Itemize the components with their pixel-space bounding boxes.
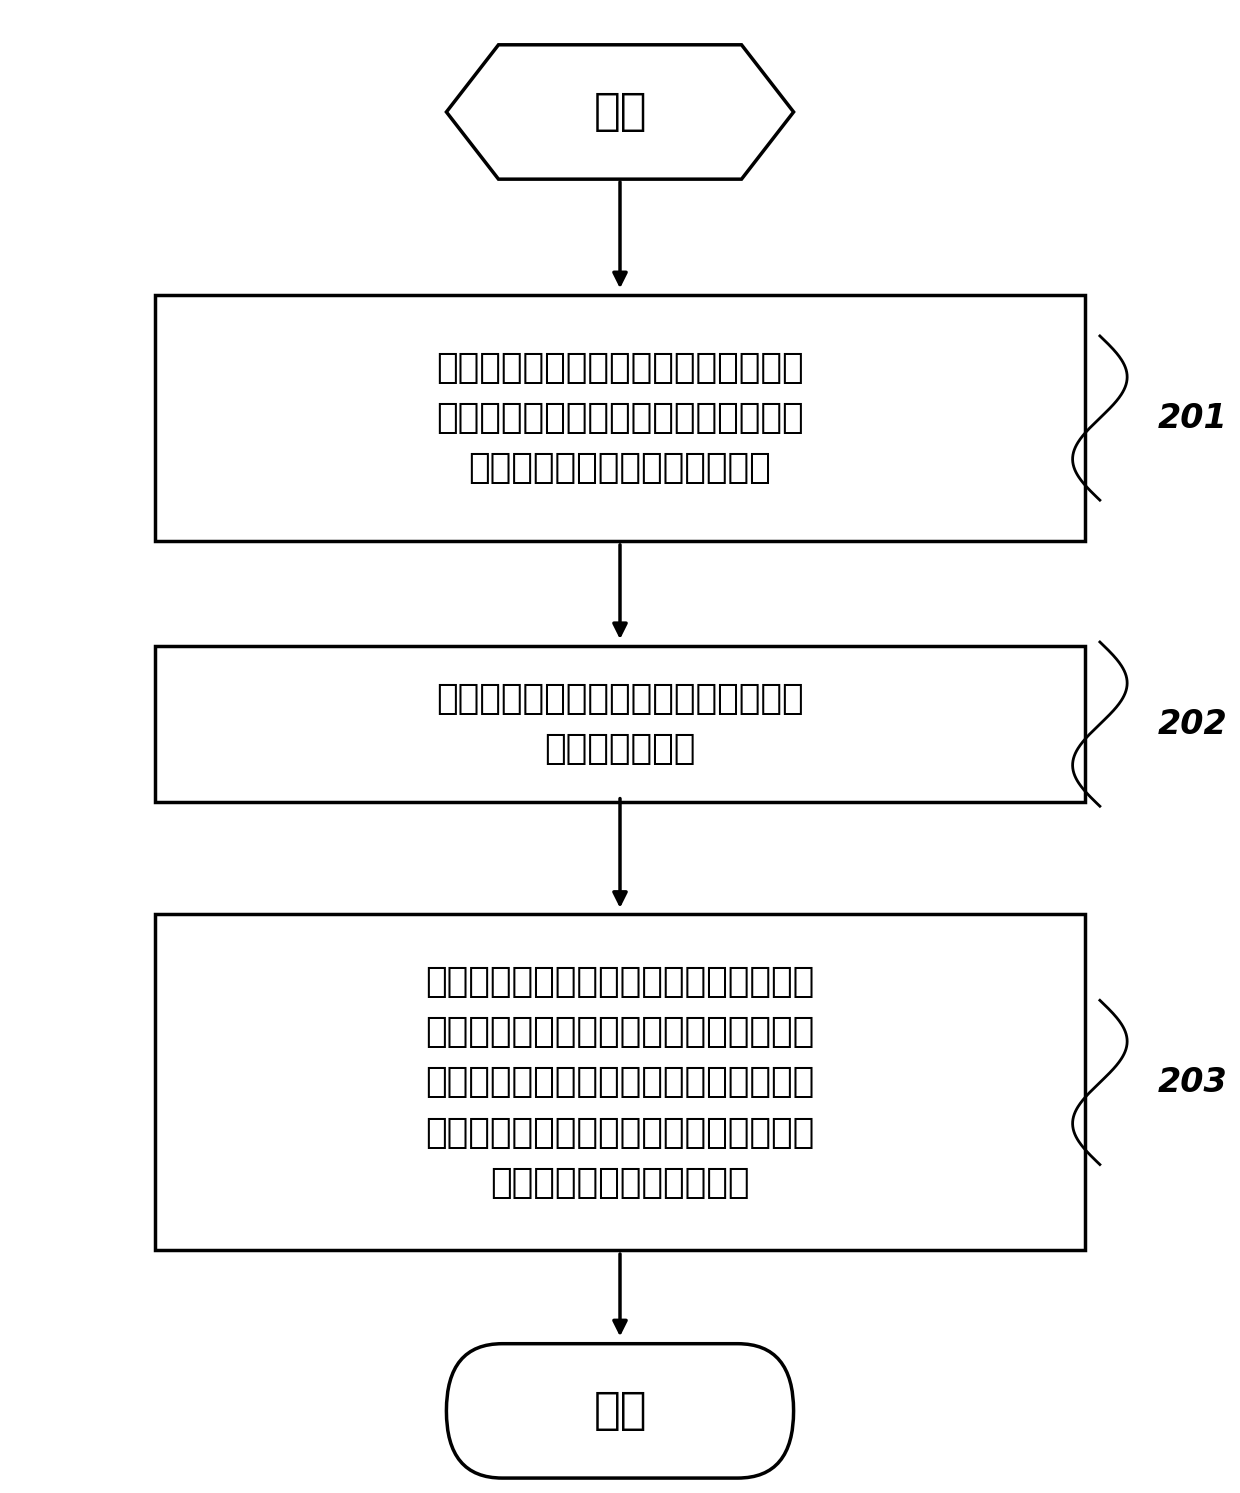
FancyBboxPatch shape — [446, 1344, 794, 1478]
Text: 201: 201 — [1158, 402, 1228, 434]
Text: 202: 202 — [1158, 708, 1228, 741]
Bar — [155, 914, 1085, 1250]
Text: 根据所述多个声音数字信号的信号峰值，
调整所述音频编译码组件的放大增益，使
得所述多个声音数字信号的信号峰值相等
，则在预设数字音量级时所述多个所述声
音模拟信: 根据所述多个声音数字信号的信号峰值， 调整所述音频编译码组件的放大增益，使 得所… — [425, 964, 815, 1200]
Text: 结束: 结束 — [593, 1390, 647, 1432]
Text: 将所述多个声音模拟信号依次转换为多
个声音数字信号: 将所述多个声音模拟信号依次转换为多 个声音数字信号 — [436, 682, 804, 766]
Text: 采集多个音频编译码组件输出的多个声
音模拟信号；其中，所述多个音频编译
码组件处于同一预设数字音量级: 采集多个音频编译码组件输出的多个声 音模拟信号；其中，所述多个音频编译 码组件处… — [436, 351, 804, 485]
Bar — [155, 645, 1085, 803]
Bar — [155, 296, 1085, 542]
Text: 203: 203 — [1158, 1066, 1228, 1099]
Polygon shape — [446, 45, 794, 179]
Text: 开始: 开始 — [593, 91, 647, 133]
